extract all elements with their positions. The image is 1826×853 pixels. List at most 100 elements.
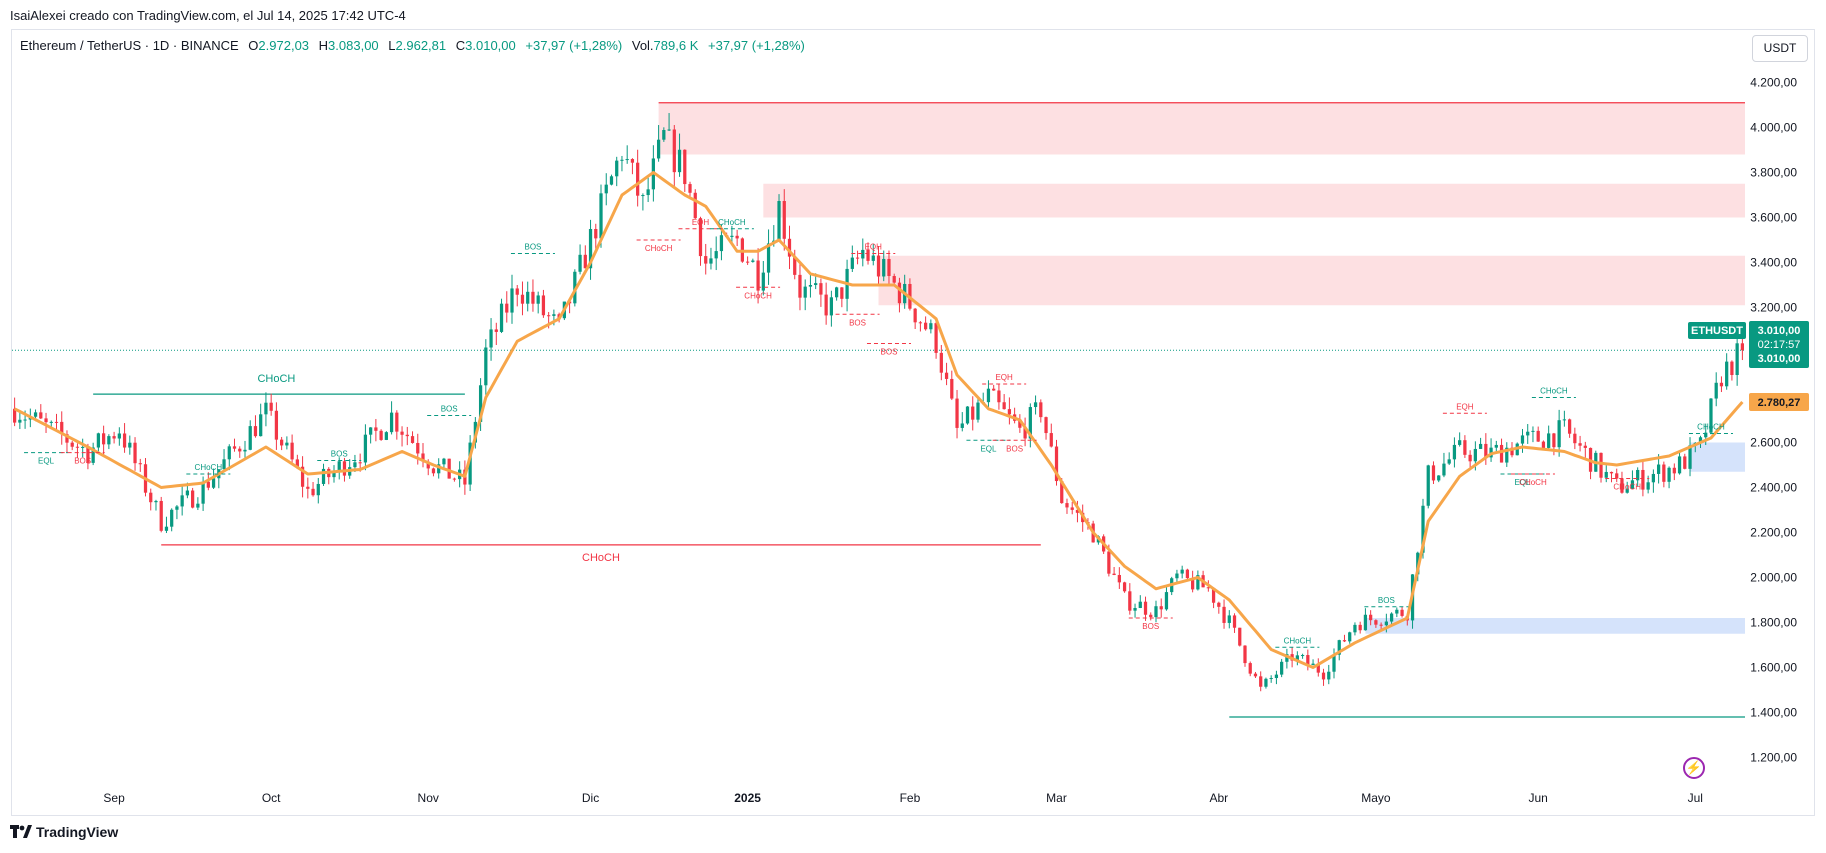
candle-body (1562, 419, 1566, 421)
candle-body (1039, 402, 1043, 418)
candle-body (929, 323, 933, 330)
open-value: 2.972,03 (258, 38, 310, 53)
candle-body (54, 421, 59, 423)
candle-body (510, 288, 514, 313)
x-tick-label: Oct (262, 791, 281, 805)
candle-body (934, 323, 938, 353)
candle-body (850, 257, 854, 269)
candle-body (96, 433, 101, 448)
candle-body (170, 509, 174, 527)
candle-body (1437, 475, 1441, 481)
candle-body (437, 464, 441, 474)
candle-body (269, 402, 273, 411)
candle-body (1688, 445, 1692, 469)
candle-body (625, 159, 629, 161)
volume-change-value: +37,97 (+1,28%) (708, 38, 805, 53)
candle-body (751, 260, 755, 262)
candle-body (1033, 402, 1038, 408)
candle-body (887, 258, 891, 277)
bolt-icon[interactable]: ⚡ (1683, 757, 1705, 779)
candle-body (191, 490, 195, 508)
candle-body (656, 139, 661, 159)
candle-body (206, 481, 210, 488)
candle-body (803, 286, 807, 298)
candle-body (944, 372, 949, 379)
candle-body (426, 461, 430, 469)
candle-body (1264, 678, 1268, 687)
candle-body (405, 434, 409, 437)
candle-body (1363, 614, 1368, 631)
candle-body (44, 418, 48, 423)
supply-zone (763, 183, 1745, 218)
candle-body (704, 256, 708, 264)
candle-body (1704, 432, 1708, 438)
candle-body (882, 258, 886, 277)
candle-body (641, 195, 645, 197)
last-price-label: 3.010,00 (1758, 325, 1801, 337)
structure-mark-label: EQL (1514, 478, 1531, 487)
structure-mark-label: BOS (881, 348, 898, 357)
candle-body (133, 442, 137, 464)
symbol-legend[interactable]: Ethereum / TetherUS · 1D · BINANCE O2.97… (20, 38, 805, 53)
candle-body (594, 228, 598, 239)
brand-name: TradingView (36, 824, 119, 840)
x-tick-label: Abr (1209, 791, 1228, 805)
candle-body (102, 433, 106, 445)
candle-body (698, 218, 703, 257)
candle-body (1656, 464, 1661, 474)
candle-body (1060, 481, 1064, 504)
candle-body (620, 159, 624, 161)
tradingview-logo[interactable]: TradingView (10, 824, 118, 840)
candle-body (834, 287, 839, 298)
candle-body (1599, 452, 1603, 478)
candle-body (175, 506, 179, 510)
candle-body (855, 257, 860, 259)
candle-body (1316, 663, 1320, 673)
candle-body (798, 274, 802, 298)
candle-body (1452, 444, 1457, 460)
candle-body (897, 282, 902, 304)
candle-body (1185, 569, 1190, 579)
candle-body (1578, 443, 1582, 446)
candle-body (75, 446, 80, 448)
candle-body (950, 378, 954, 399)
candle-body (1442, 463, 1446, 476)
candle-body (117, 433, 121, 439)
structure-mark-label: BOS (1378, 596, 1395, 605)
candle-body (766, 243, 771, 273)
candle-body (264, 402, 268, 415)
candle-body (1222, 606, 1226, 623)
candle-body (536, 295, 540, 304)
structure-mark-label: CHoCH (1284, 636, 1312, 645)
candle-body (693, 192, 697, 219)
candle-body (1280, 661, 1284, 675)
candle-body (1719, 382, 1724, 387)
candle-body (719, 235, 724, 252)
candle-body (259, 414, 263, 437)
candle-body (1667, 467, 1671, 482)
candle-body (871, 255, 875, 261)
candle-body (1112, 573, 1116, 575)
symbol-title[interactable]: Ethereum / TetherUS · 1D · BINANCE (20, 38, 239, 53)
candle-body (306, 486, 310, 489)
candle-body (1007, 409, 1012, 415)
structure-mark-label: EQH (692, 218, 710, 227)
candle-body (714, 251, 718, 259)
candle-body (992, 388, 996, 391)
structure-mark-label: CHoCH (1540, 387, 1568, 396)
candle-body (677, 149, 682, 173)
currency-button[interactable]: USDT (1752, 35, 1808, 62)
candle-body (735, 235, 739, 239)
y-tick-label: 3.800,00 (1750, 166, 1797, 180)
candle-body (316, 483, 320, 496)
candle-body (389, 412, 394, 433)
candle-body (358, 462, 362, 464)
chart-credit: IsaiAlexei creado con TradingView.com, e… (10, 8, 406, 23)
candle-body (1122, 582, 1127, 592)
candle-body (128, 442, 132, 448)
candle-body (1395, 609, 1399, 614)
candle-body (1379, 624, 1383, 626)
candle-body (1698, 437, 1703, 443)
candle-body (1238, 627, 1242, 646)
